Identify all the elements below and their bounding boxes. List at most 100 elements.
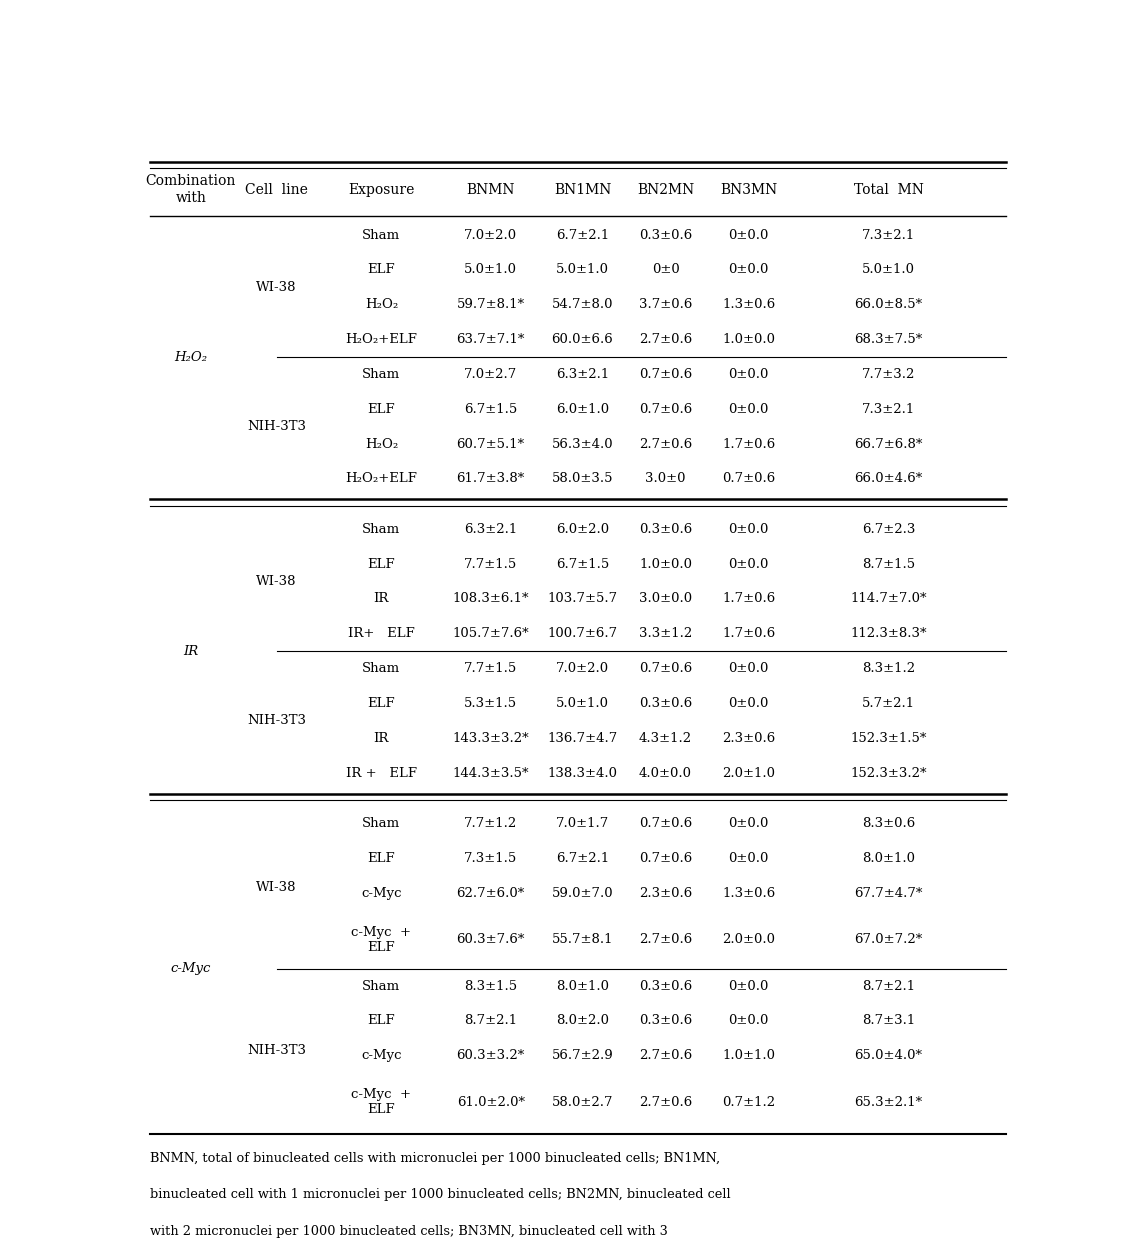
Text: Total  MN: Total MN — [854, 182, 924, 196]
Text: 7.7±1.5: 7.7±1.5 — [464, 662, 518, 675]
Text: 66.0±8.5*: 66.0±8.5* — [854, 298, 923, 312]
Text: 108.3±6.1*: 108.3±6.1* — [452, 592, 529, 606]
Text: 105.7±7.6*: 105.7±7.6* — [452, 627, 529, 640]
Text: 62.7±6.0*: 62.7±6.0* — [457, 886, 525, 900]
Text: 65.0±4.0*: 65.0±4.0* — [854, 1050, 923, 1062]
Text: 2.3±0.6: 2.3±0.6 — [722, 732, 775, 745]
Text: 6.3±2.1: 6.3±2.1 — [464, 523, 518, 535]
Text: H₂O₂+ELF: H₂O₂+ELF — [345, 333, 417, 346]
Text: BN2MN: BN2MN — [637, 182, 694, 196]
Text: 2.7±0.6: 2.7±0.6 — [638, 437, 693, 450]
Text: 0±0.0: 0±0.0 — [729, 662, 769, 675]
Text: 63.7±7.1*: 63.7±7.1* — [457, 333, 525, 346]
Text: 103.7±5.7: 103.7±5.7 — [547, 592, 617, 606]
Text: 8.0±2.0: 8.0±2.0 — [556, 1014, 609, 1027]
Text: 7.3±2.1: 7.3±2.1 — [862, 229, 915, 241]
Text: Exposure: Exposure — [349, 182, 415, 196]
Text: 152.3±3.2*: 152.3±3.2* — [851, 767, 927, 779]
Text: 61.0±2.0*: 61.0±2.0* — [457, 1096, 525, 1109]
Text: 0±0.0: 0±0.0 — [729, 558, 769, 571]
Text: 0.7±0.6: 0.7±0.6 — [638, 852, 693, 865]
Text: 0±0.0: 0±0.0 — [729, 696, 769, 710]
Text: NIH-3T3: NIH-3T3 — [247, 1043, 306, 1057]
Text: 1.0±1.0: 1.0±1.0 — [722, 1050, 775, 1062]
Text: 0±0.0: 0±0.0 — [729, 852, 769, 865]
Text: 61.7±3.8*: 61.7±3.8* — [457, 473, 525, 485]
Text: NIH-3T3: NIH-3T3 — [247, 420, 306, 434]
Text: 67.0±7.2*: 67.0±7.2* — [854, 933, 923, 947]
Text: 144.3±3.5*: 144.3±3.5* — [452, 767, 529, 779]
Text: Sham: Sham — [362, 523, 400, 535]
Text: 3.3±1.2: 3.3±1.2 — [638, 627, 693, 640]
Text: 100.7±6.7: 100.7±6.7 — [547, 627, 617, 640]
Text: c-Myc: c-Myc — [170, 962, 211, 975]
Text: 5.0±1.0: 5.0±1.0 — [556, 264, 609, 277]
Text: IR: IR — [373, 592, 389, 606]
Text: 3.7±0.6: 3.7±0.6 — [638, 298, 693, 312]
Text: 1.0±0.0: 1.0±0.0 — [640, 558, 691, 571]
Text: BN1MN: BN1MN — [554, 182, 611, 196]
Text: 8.7±3.1: 8.7±3.1 — [862, 1014, 915, 1027]
Text: 2.7±0.6: 2.7±0.6 — [638, 933, 693, 947]
Text: H₂O₂: H₂O₂ — [364, 298, 398, 312]
Text: 8.7±1.5: 8.7±1.5 — [862, 558, 915, 571]
Text: 2.0±1.0: 2.0±1.0 — [722, 767, 775, 779]
Text: 0.3±0.6: 0.3±0.6 — [638, 229, 693, 241]
Text: 8.3±1.2: 8.3±1.2 — [862, 662, 915, 675]
Text: IR +   ELF: IR + ELF — [346, 767, 417, 779]
Text: 5.0±1.0: 5.0±1.0 — [465, 264, 517, 277]
Text: c-Myc: c-Myc — [361, 1050, 402, 1062]
Text: 54.7±8.0: 54.7±8.0 — [552, 298, 614, 312]
Text: 56.3±4.0: 56.3±4.0 — [552, 437, 614, 450]
Text: WI-38: WI-38 — [256, 280, 297, 294]
Text: 7.7±1.5: 7.7±1.5 — [464, 558, 518, 571]
Text: 4.0±0.0: 4.0±0.0 — [640, 767, 691, 779]
Text: 2.7±0.6: 2.7±0.6 — [638, 1050, 693, 1062]
Text: 112.3±8.3*: 112.3±8.3* — [851, 627, 927, 640]
Text: 0.3±0.6: 0.3±0.6 — [638, 979, 693, 993]
Text: with 2 micronuclei per 1000 binucleated cells; BN3MN, binucleated cell with 3: with 2 micronuclei per 1000 binucleated … — [150, 1226, 668, 1238]
Text: 5.0±1.0: 5.0±1.0 — [556, 696, 609, 710]
Text: H₂O₂: H₂O₂ — [364, 437, 398, 450]
Text: 136.7±4.7: 136.7±4.7 — [547, 732, 618, 745]
Text: 5.3±1.5: 5.3±1.5 — [464, 696, 518, 710]
Text: Combination
with: Combination with — [146, 175, 236, 205]
Text: 143.3±3.2*: 143.3±3.2* — [452, 732, 529, 745]
Text: ELF: ELF — [368, 264, 395, 277]
Text: Cell  line: Cell line — [245, 182, 308, 196]
Text: 6.7±1.5: 6.7±1.5 — [556, 558, 609, 571]
Text: 60.0±6.6: 60.0±6.6 — [552, 333, 614, 346]
Text: 0±0.0: 0±0.0 — [729, 402, 769, 416]
Text: 3.0±0.0: 3.0±0.0 — [638, 592, 693, 606]
Text: 114.7±7.0*: 114.7±7.0* — [851, 592, 927, 606]
Text: 2.7±0.6: 2.7±0.6 — [638, 333, 693, 346]
Text: 5.7±2.1: 5.7±2.1 — [862, 696, 915, 710]
Text: 3.0±0: 3.0±0 — [645, 473, 686, 485]
Text: 7.0±1.7: 7.0±1.7 — [556, 817, 609, 830]
Text: 2.7±0.6: 2.7±0.6 — [638, 1096, 693, 1109]
Text: 7.0±2.0: 7.0±2.0 — [464, 229, 518, 241]
Text: 138.3±4.0: 138.3±4.0 — [547, 767, 617, 779]
Text: WI-38: WI-38 — [256, 881, 297, 894]
Text: 65.3±2.1*: 65.3±2.1* — [854, 1096, 923, 1109]
Text: H₂O₂: H₂O₂ — [174, 351, 208, 363]
Text: 0±0: 0±0 — [652, 264, 679, 277]
Text: 60.3±7.6*: 60.3±7.6* — [457, 933, 525, 947]
Text: Sham: Sham — [362, 817, 400, 830]
Text: ELF: ELF — [368, 852, 395, 865]
Text: 66.7±6.8*: 66.7±6.8* — [854, 437, 923, 450]
Text: 0.7±1.2: 0.7±1.2 — [722, 1096, 775, 1109]
Text: 6.0±2.0: 6.0±2.0 — [556, 523, 609, 535]
Text: 7.0±2.0: 7.0±2.0 — [556, 662, 609, 675]
Text: 59.7±8.1*: 59.7±8.1* — [457, 298, 525, 312]
Text: 0.7±0.6: 0.7±0.6 — [722, 473, 775, 485]
Text: 0±0.0: 0±0.0 — [729, 523, 769, 535]
Text: 0±0.0: 0±0.0 — [729, 1014, 769, 1027]
Text: 0.3±0.6: 0.3±0.6 — [638, 696, 693, 710]
Text: 4.3±1.2: 4.3±1.2 — [638, 732, 693, 745]
Text: c-Myc  +
ELF: c-Myc + ELF — [352, 925, 412, 954]
Text: NIH-3T3: NIH-3T3 — [247, 714, 306, 728]
Text: 6.7±2.3: 6.7±2.3 — [862, 523, 915, 535]
Text: 1.0±0.0: 1.0±0.0 — [722, 333, 775, 346]
Text: 0.7±0.6: 0.7±0.6 — [638, 402, 693, 416]
